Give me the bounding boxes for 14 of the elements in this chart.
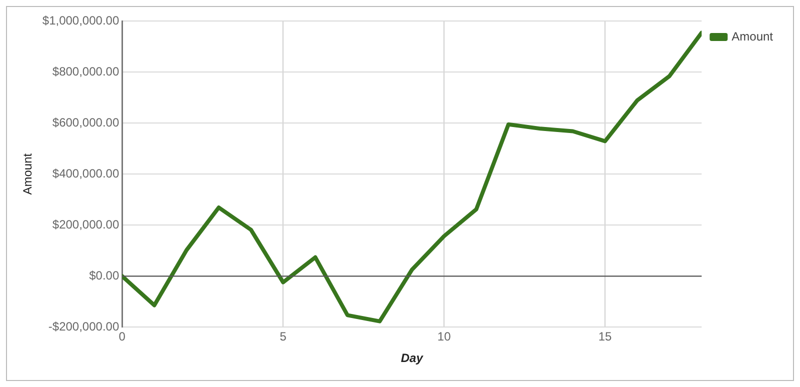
y-axis-title: Amount (20, 152, 35, 195)
x-tick-label: 15 (598, 330, 612, 344)
x-axis-title: Day (400, 351, 424, 366)
x-tick-label: 5 (280, 330, 287, 344)
y-tick-label: $800,000.00 (52, 64, 120, 78)
y-tick-label: $200,000.00 (52, 217, 120, 232)
y-tick-label: $400,000.00 (52, 166, 120, 180)
legend-label: Amount (732, 29, 774, 44)
y-tick-label: $600,000.00 (52, 115, 120, 130)
y-tick-label: $0.00 (89, 268, 120, 282)
x-tick-label: 0 (118, 330, 126, 344)
x-tick-label: 10 (437, 330, 452, 344)
y-tick-label: -$200,000.00 (48, 320, 120, 334)
y-tick-label: $1,000,000.00 (42, 13, 120, 28)
